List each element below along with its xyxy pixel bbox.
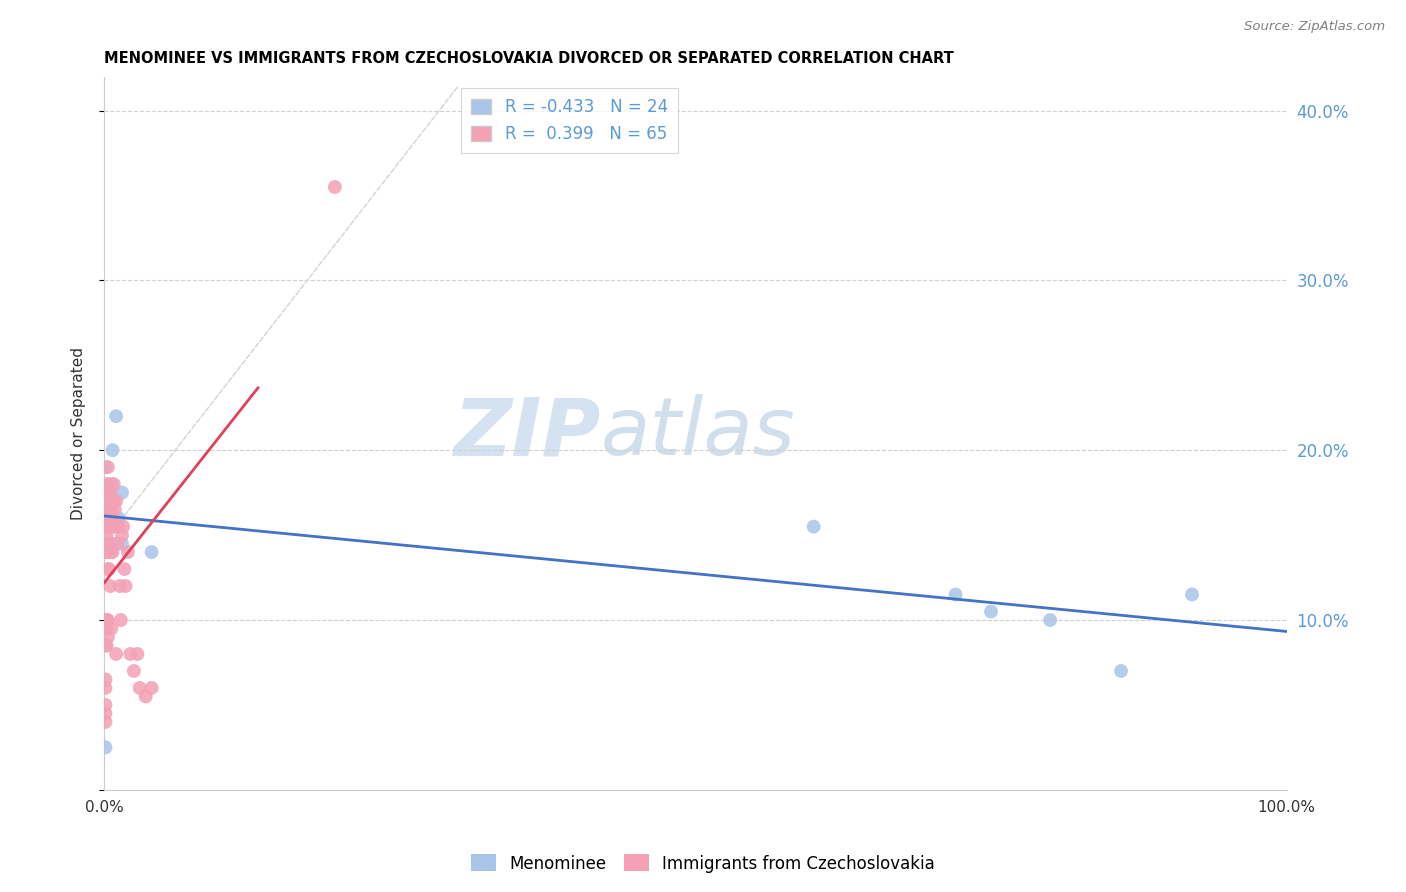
Point xyxy=(103,519,125,533)
Point xyxy=(104,502,127,516)
Point xyxy=(105,536,128,550)
Point xyxy=(97,613,120,627)
Point xyxy=(98,502,121,516)
Point xyxy=(980,605,1002,619)
Point xyxy=(100,477,122,491)
Point xyxy=(101,545,124,559)
Point xyxy=(97,477,120,491)
Point xyxy=(107,519,129,533)
Legend: Menominee, Immigrants from Czechoslovakia: Menominee, Immigrants from Czechoslovaki… xyxy=(465,847,941,880)
Point xyxy=(94,698,117,712)
Point xyxy=(97,536,120,550)
Point xyxy=(94,673,117,687)
Point xyxy=(98,485,121,500)
Text: atlas: atlas xyxy=(600,394,796,472)
Point xyxy=(94,519,117,533)
Point xyxy=(120,647,142,661)
Point xyxy=(96,528,118,542)
Point xyxy=(96,639,118,653)
Point xyxy=(128,681,150,695)
Point xyxy=(101,511,124,525)
Point xyxy=(98,519,121,533)
Point xyxy=(100,622,122,636)
Point xyxy=(96,494,118,508)
Point xyxy=(98,502,121,516)
Text: ZIP: ZIP xyxy=(454,394,600,472)
Point xyxy=(107,511,129,525)
Text: MENOMINEE VS IMMIGRANTS FROM CZECHOSLOVAKIA DIVORCED OR SEPARATED CORRELATION CH: MENOMINEE VS IMMIGRANTS FROM CZECHOSLOVA… xyxy=(104,51,955,66)
Point xyxy=(96,519,118,533)
Point xyxy=(110,613,132,627)
Point xyxy=(94,511,117,525)
Y-axis label: Divorced or Separated: Divorced or Separated xyxy=(72,347,86,520)
Point xyxy=(111,536,134,550)
Point xyxy=(98,502,121,516)
Point xyxy=(111,485,134,500)
Point xyxy=(98,579,121,593)
Point xyxy=(1109,664,1132,678)
Point xyxy=(96,545,118,559)
Text: Source: ZipAtlas.com: Source: ZipAtlas.com xyxy=(1244,20,1385,33)
Point xyxy=(96,485,118,500)
Point xyxy=(96,477,118,491)
Point xyxy=(122,664,145,678)
Point xyxy=(94,714,117,729)
Point xyxy=(100,494,122,508)
Point xyxy=(101,443,124,458)
Point xyxy=(96,613,118,627)
Point xyxy=(105,494,128,508)
Point xyxy=(105,519,128,533)
Point xyxy=(1181,588,1204,602)
Point xyxy=(135,690,157,704)
Legend: R = -0.433   N = 24, R =  0.399   N = 65: R = -0.433 N = 24, R = 0.399 N = 65 xyxy=(461,88,678,153)
Point xyxy=(103,477,125,491)
Point xyxy=(141,681,163,695)
Point xyxy=(97,485,120,500)
Point xyxy=(323,180,346,194)
Point xyxy=(98,485,121,500)
Point xyxy=(97,485,120,500)
Point xyxy=(117,545,139,559)
Point xyxy=(98,511,121,525)
Point xyxy=(98,519,121,533)
Point xyxy=(100,511,122,525)
Point xyxy=(94,639,117,653)
Point xyxy=(96,622,118,636)
Point xyxy=(96,511,118,525)
Point xyxy=(98,545,121,559)
Point xyxy=(112,562,135,576)
Point xyxy=(94,681,117,695)
Point xyxy=(96,502,118,516)
Point xyxy=(94,545,117,559)
Point xyxy=(97,460,120,475)
Point xyxy=(112,519,135,533)
Point xyxy=(94,613,117,627)
Point xyxy=(803,519,825,533)
Point xyxy=(108,579,131,593)
Point xyxy=(945,588,967,602)
Point xyxy=(94,740,117,755)
Point xyxy=(1039,613,1062,627)
Point xyxy=(94,519,117,533)
Point xyxy=(98,519,121,533)
Point xyxy=(101,536,124,550)
Point xyxy=(114,579,136,593)
Point xyxy=(105,647,128,661)
Point xyxy=(105,409,128,424)
Point xyxy=(94,706,117,721)
Point xyxy=(127,647,149,661)
Point xyxy=(98,562,121,576)
Point xyxy=(111,528,134,542)
Point xyxy=(97,519,120,533)
Point xyxy=(94,460,117,475)
Point xyxy=(97,536,120,550)
Point xyxy=(97,562,120,576)
Point xyxy=(141,545,163,559)
Point xyxy=(94,613,117,627)
Point xyxy=(103,494,125,508)
Point xyxy=(97,630,120,644)
